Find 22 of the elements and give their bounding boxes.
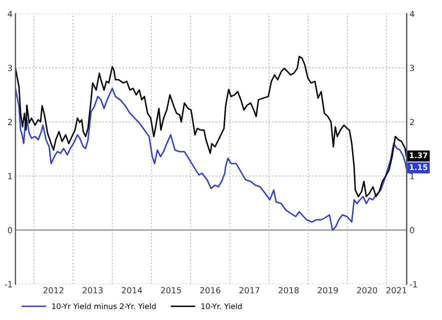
x-tick-label: 2013 [82,287,103,294]
y2-tick-label: 3 [410,64,414,72]
y-tick-label: 0 [8,227,12,234]
y-tick-label: -1 [4,281,12,288]
x-tick-label: 2014 [122,287,142,294]
x-tick-label: 2016 [200,287,220,294]
x-tick-label: 2020 [357,287,378,294]
y-tick-label: 1 [8,173,12,180]
y2-tick-label: 2 [410,118,414,126]
y2-tick-label: 0 [410,227,414,234]
x-tick-label: 2019 [318,287,338,294]
x-tick-label: 2021 [386,287,406,294]
y2-tick-label: 4 [410,10,414,17]
y2-tick-label: 1 [410,173,414,180]
y-tick-label: 2 [8,118,12,126]
x-tick-label: 2012 [43,287,64,294]
x-tick-label: 2018 [278,287,299,294]
y-tick-label: 3 [8,64,12,72]
y-tick-label: 4 [8,10,12,17]
x-tick-label: 2015 [161,287,181,294]
x-tick-label: 2017 [239,287,260,294]
y2-tick-label: -1 [410,281,417,288]
